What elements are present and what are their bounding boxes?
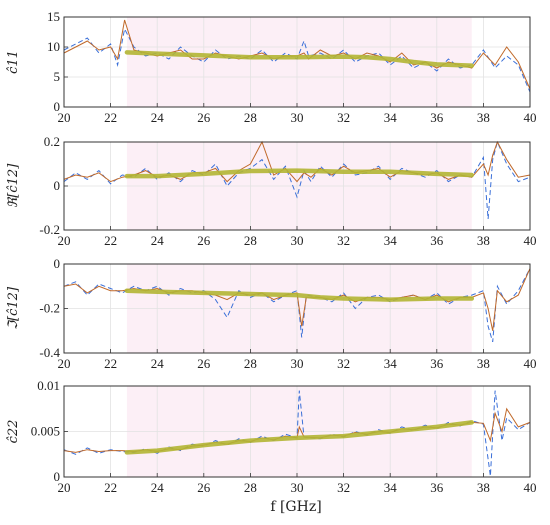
x-tick-label: 38: [477, 110, 490, 125]
y-tick-label: 15: [47, 9, 60, 24]
x-tick-label: 34: [384, 233, 398, 248]
x-tick-label: 32: [337, 233, 350, 248]
y-tick-label: 0.2: [44, 134, 60, 149]
x-tick-label: 28: [244, 356, 257, 371]
y-tick-label: 0.01: [37, 378, 60, 393]
axes-box: [63, 141, 531, 231]
y-axis-label: ℜ[ĉ12]: [6, 163, 21, 208]
x-tick-label: 32: [337, 110, 350, 125]
panel-1: 20 22 24 26 28 30 32 34 36 38 40 0 5 10 15 ĉ11: [6, 9, 537, 125]
series-fit: [124, 168, 475, 179]
series-fit: [124, 420, 475, 455]
x-tick-label: 32: [337, 356, 350, 371]
x-tick-label: 40: [524, 356, 537, 371]
x-tick-label: 20: [58, 110, 71, 125]
x-tick-label: 36: [430, 110, 444, 125]
x-tick-label: 22: [104, 233, 117, 248]
x-tick-label: 26: [197, 233, 211, 248]
x-tick-label: 28: [244, 480, 257, 495]
x-tick-label: 24: [151, 110, 165, 125]
x-tick-label: 36: [430, 233, 444, 248]
x-tick-label: 28: [244, 110, 257, 125]
x-tick-label: 32: [337, 480, 350, 495]
x-tick-label: 20: [58, 233, 71, 248]
x-tick-label: 24: [151, 480, 165, 495]
x-tick-label: 38: [477, 233, 490, 248]
y-tick-label: 10: [47, 39, 60, 54]
x-tick-label: 36: [430, 480, 444, 495]
x-tick-label: 26: [197, 356, 211, 371]
y-tick-label: 0: [54, 256, 61, 271]
y-tick-label: -0.4: [39, 345, 60, 360]
y-tick-label: 5: [54, 69, 61, 84]
x-tick-label: 20: [58, 480, 71, 495]
x-tick-label: 34: [384, 480, 398, 495]
panel-4: 20 22 24 26 28 30 32 34 36 38 40 0 0.005 0.01 ĉ22: [6, 378, 537, 495]
y-axis-label: ℑ[ĉ12]: [6, 286, 21, 330]
x-tick-label: 30: [291, 110, 304, 125]
x-tick-label: 40: [524, 233, 537, 248]
x-tick-label: 22: [104, 356, 117, 371]
y-axis-label: ĉ22: [6, 420, 21, 444]
x-tick-label: 26: [197, 480, 211, 495]
y-axis-label: ĉ11: [6, 50, 21, 74]
x-tick-label: 30: [291, 480, 304, 495]
x-tick-label: 24: [151, 356, 165, 371]
series-fit: [124, 50, 475, 68]
x-tick-label: 36: [430, 356, 444, 371]
x-tick-label: 30: [291, 233, 304, 248]
x-axis-label: f [GHz]: [270, 499, 321, 515]
x-tick-label: 26: [197, 110, 211, 125]
axes-box: [63, 263, 531, 354]
y-tick-label: -0.2: [39, 222, 60, 237]
axes-box: [63, 385, 531, 478]
panel-3: 20 22 24 26 28 30 32 34 36 38 40 -0.4 -0.2 0 ℑ[ĉ12]: [6, 256, 537, 371]
x-tick-label: 38: [477, 356, 490, 371]
x-tick-label: 30: [291, 356, 304, 371]
x-tick-label: 40: [524, 110, 537, 125]
panel-2: 20 22 24 26 28 30 32 34 36 38 40 -0.2 0 0.2 ℜ[ĉ12]: [6, 134, 537, 248]
x-tick-label: 28: [244, 233, 257, 248]
series-fit: [124, 288, 475, 302]
axes-box: [63, 16, 531, 108]
x-tick-label: 24: [151, 233, 165, 248]
y-tick-label: 0.005: [31, 424, 60, 439]
x-tick-label: 22: [104, 480, 117, 495]
y-tick-label: -0.2: [39, 301, 60, 316]
x-tick-label: 20: [58, 356, 71, 371]
x-tick-label: 40: [524, 480, 537, 495]
x-tick-label: 22: [104, 110, 117, 125]
x-tick-label: 34: [384, 110, 398, 125]
y-tick-label: 0: [54, 178, 61, 193]
x-tick-label: 34: [384, 356, 398, 371]
y-tick-label: 0: [54, 469, 61, 484]
y-tick-label: 0: [54, 99, 61, 114]
x-tick-label: 38: [477, 480, 490, 495]
